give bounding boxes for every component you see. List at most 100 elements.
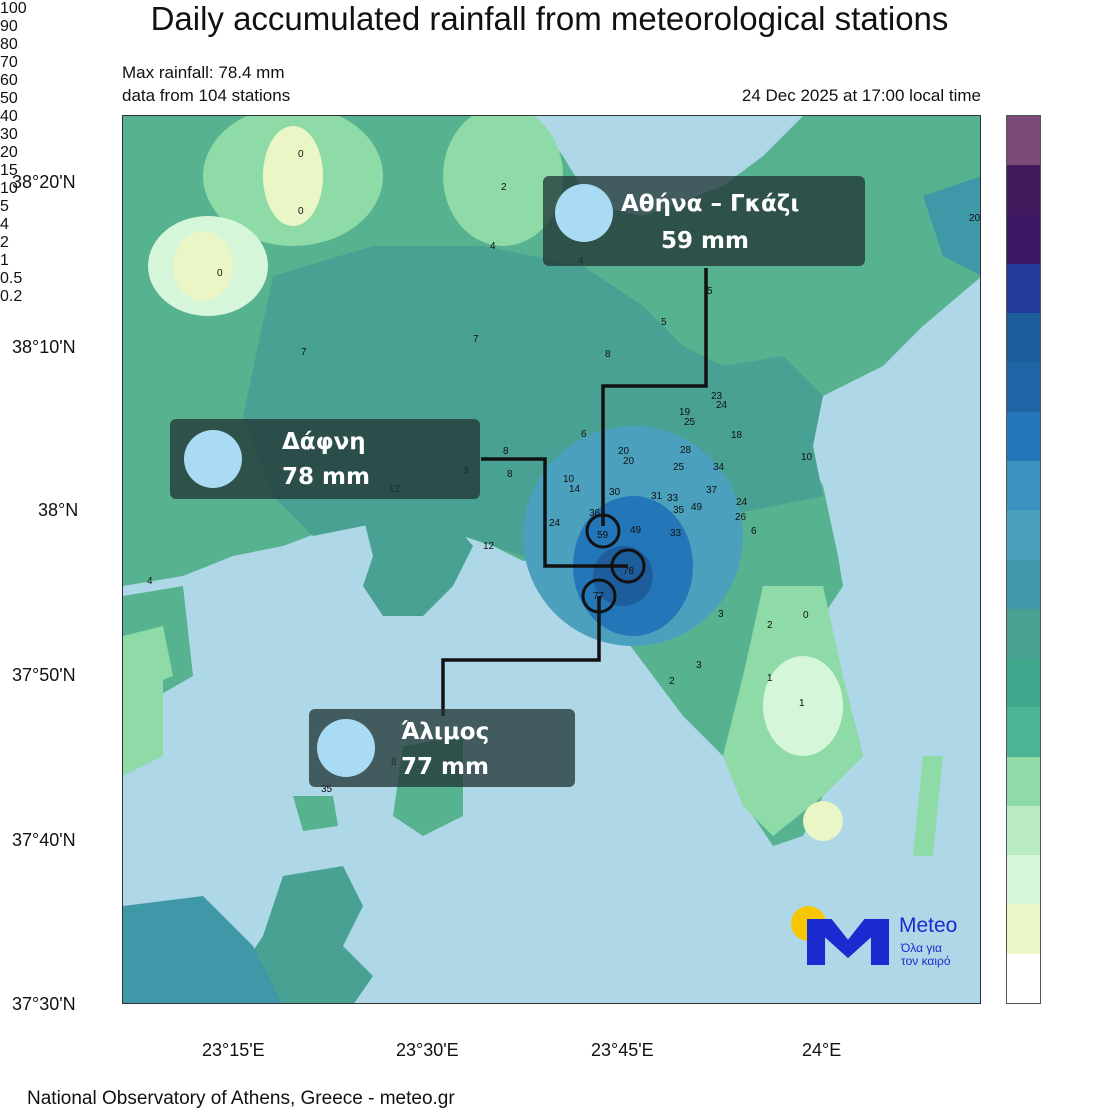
station-value: 3	[718, 609, 724, 620]
station-value: 24	[716, 400, 728, 411]
station-marker	[581, 578, 617, 614]
lon-label: 23°15'E	[202, 1040, 265, 1060]
station-value: 3	[696, 660, 702, 671]
station-value: 20	[618, 446, 630, 457]
legend-color-cell	[1007, 362, 1040, 413]
legend-color-cell	[1007, 608, 1040, 659]
station-value: 25	[673, 462, 685, 473]
legend-color-cell	[1007, 165, 1040, 216]
station-value: 1	[767, 673, 773, 684]
legend-color-cell	[1007, 855, 1040, 905]
station-value: 18	[731, 430, 743, 441]
station-value: 30	[609, 487, 621, 498]
euboea-coast	[923, 176, 980, 275]
rain-cloud-icon	[555, 184, 613, 242]
legend-label: 60	[0, 72, 18, 89]
station-value: 10	[801, 452, 813, 463]
southeast-very-light-zone	[763, 656, 843, 756]
station-value: 25	[684, 417, 696, 428]
station-value: 59	[597, 530, 609, 541]
callout-alimos: Άλιμος 77 mm	[309, 709, 575, 787]
station-value: 12	[483, 541, 495, 552]
logo-tagline: Όλα για τον καιρό	[901, 941, 951, 968]
stations-count-label: data from 104 stations	[122, 86, 291, 105]
legend-color-cell	[1007, 707, 1040, 758]
small-island	[293, 796, 338, 831]
lat-label: 37°30'N	[12, 994, 76, 1014]
lon-label: 23°45'E	[591, 1040, 654, 1060]
lat-label: 38°10'N	[12, 337, 76, 357]
station-value: 31	[651, 491, 663, 502]
callout-name: Αθήνα – Γκάζι	[621, 191, 800, 217]
lat-label: 38°20'N	[12, 172, 76, 192]
station-value: 49	[630, 525, 642, 536]
station-value: 6	[581, 429, 587, 440]
legend-color-cell	[1007, 756, 1040, 807]
station-value: 8	[503, 446, 509, 457]
station-value: 20	[623, 456, 635, 467]
station-value: 36	[589, 508, 601, 519]
station-value: 7	[473, 334, 479, 345]
salamina-island	[363, 511, 473, 616]
legend-label: 10	[0, 180, 18, 197]
aegina-west	[123, 676, 163, 776]
station-value: 8	[507, 469, 513, 480]
station-value: 19	[679, 407, 691, 418]
legend-color-cell	[1007, 313, 1040, 363]
station-value: 35	[673, 505, 685, 516]
southeast-trace-zone	[803, 801, 843, 841]
rain-cloud-icon	[317, 719, 375, 777]
legend-label: 0.2	[0, 288, 23, 305]
callout-value: 59 mm	[661, 228, 749, 254]
station-value: 37	[706, 485, 718, 496]
trace-rain-zone	[173, 231, 233, 301]
footer-credit: National Observatory of Athens, Greece -…	[27, 1088, 455, 1109]
station-value: 2	[501, 182, 507, 193]
station-value: 0	[217, 268, 223, 279]
trace-rain-zone	[263, 126, 323, 226]
station-value: 34	[713, 462, 725, 473]
station-value: 6	[751, 526, 757, 537]
station-value: 33	[670, 528, 682, 539]
legend-label: 2	[0, 234, 9, 251]
legend-label: 40	[0, 108, 18, 125]
makronisos-island	[913, 756, 943, 856]
station-value: 49	[691, 502, 703, 513]
station-value: 78	[623, 566, 635, 577]
station-value: 24	[736, 497, 748, 508]
station-value: 0	[298, 149, 304, 160]
callout-name: Δάφνη	[282, 429, 366, 455]
legend-color-cell	[1007, 116, 1040, 166]
callout-dafni: Δάφνη 78 mm	[170, 419, 480, 499]
legend-label: 70	[0, 54, 18, 71]
page-title: Daily accumulated rainfall from meteorol…	[150, 0, 949, 37]
connector-line-athens	[601, 268, 708, 526]
station-value: 0	[298, 206, 304, 217]
legend-label: 90	[0, 18, 18, 35]
callout-name: Άλιμος	[401, 719, 490, 745]
connector-line-alimos	[441, 596, 601, 716]
rain-cloud-icon	[184, 430, 242, 488]
station-value: 10	[563, 474, 575, 485]
station-value: 77	[593, 591, 605, 602]
legend-color-cell	[1007, 214, 1040, 265]
station-value: 4	[490, 241, 496, 252]
legend-color-cell	[1007, 658, 1040, 708]
peloponnese-coast	[123, 896, 282, 1003]
station-marker	[585, 513, 621, 549]
legend-label: 50	[0, 90, 18, 107]
legend-color-cell	[1007, 953, 1040, 1004]
legend-label: 100	[0, 0, 27, 17]
max-rainfall-label: Max rainfall: 78.4 mm	[122, 63, 285, 82]
legend-label: 30	[0, 126, 18, 143]
lat-label: 38°N	[38, 500, 79, 520]
connector-line-dafni	[481, 457, 628, 568]
legend-color-cell	[1007, 263, 1040, 314]
station-value: 5	[661, 317, 667, 328]
station-value: 24	[549, 518, 561, 529]
legend-color-cell	[1007, 559, 1040, 610]
legend-label: 4	[0, 216, 9, 233]
datetime-label: 24 Dec 2025 at 17:00 local time	[741, 86, 981, 105]
callout-value: 77 mm	[401, 754, 489, 780]
station-value: 8	[605, 349, 611, 360]
